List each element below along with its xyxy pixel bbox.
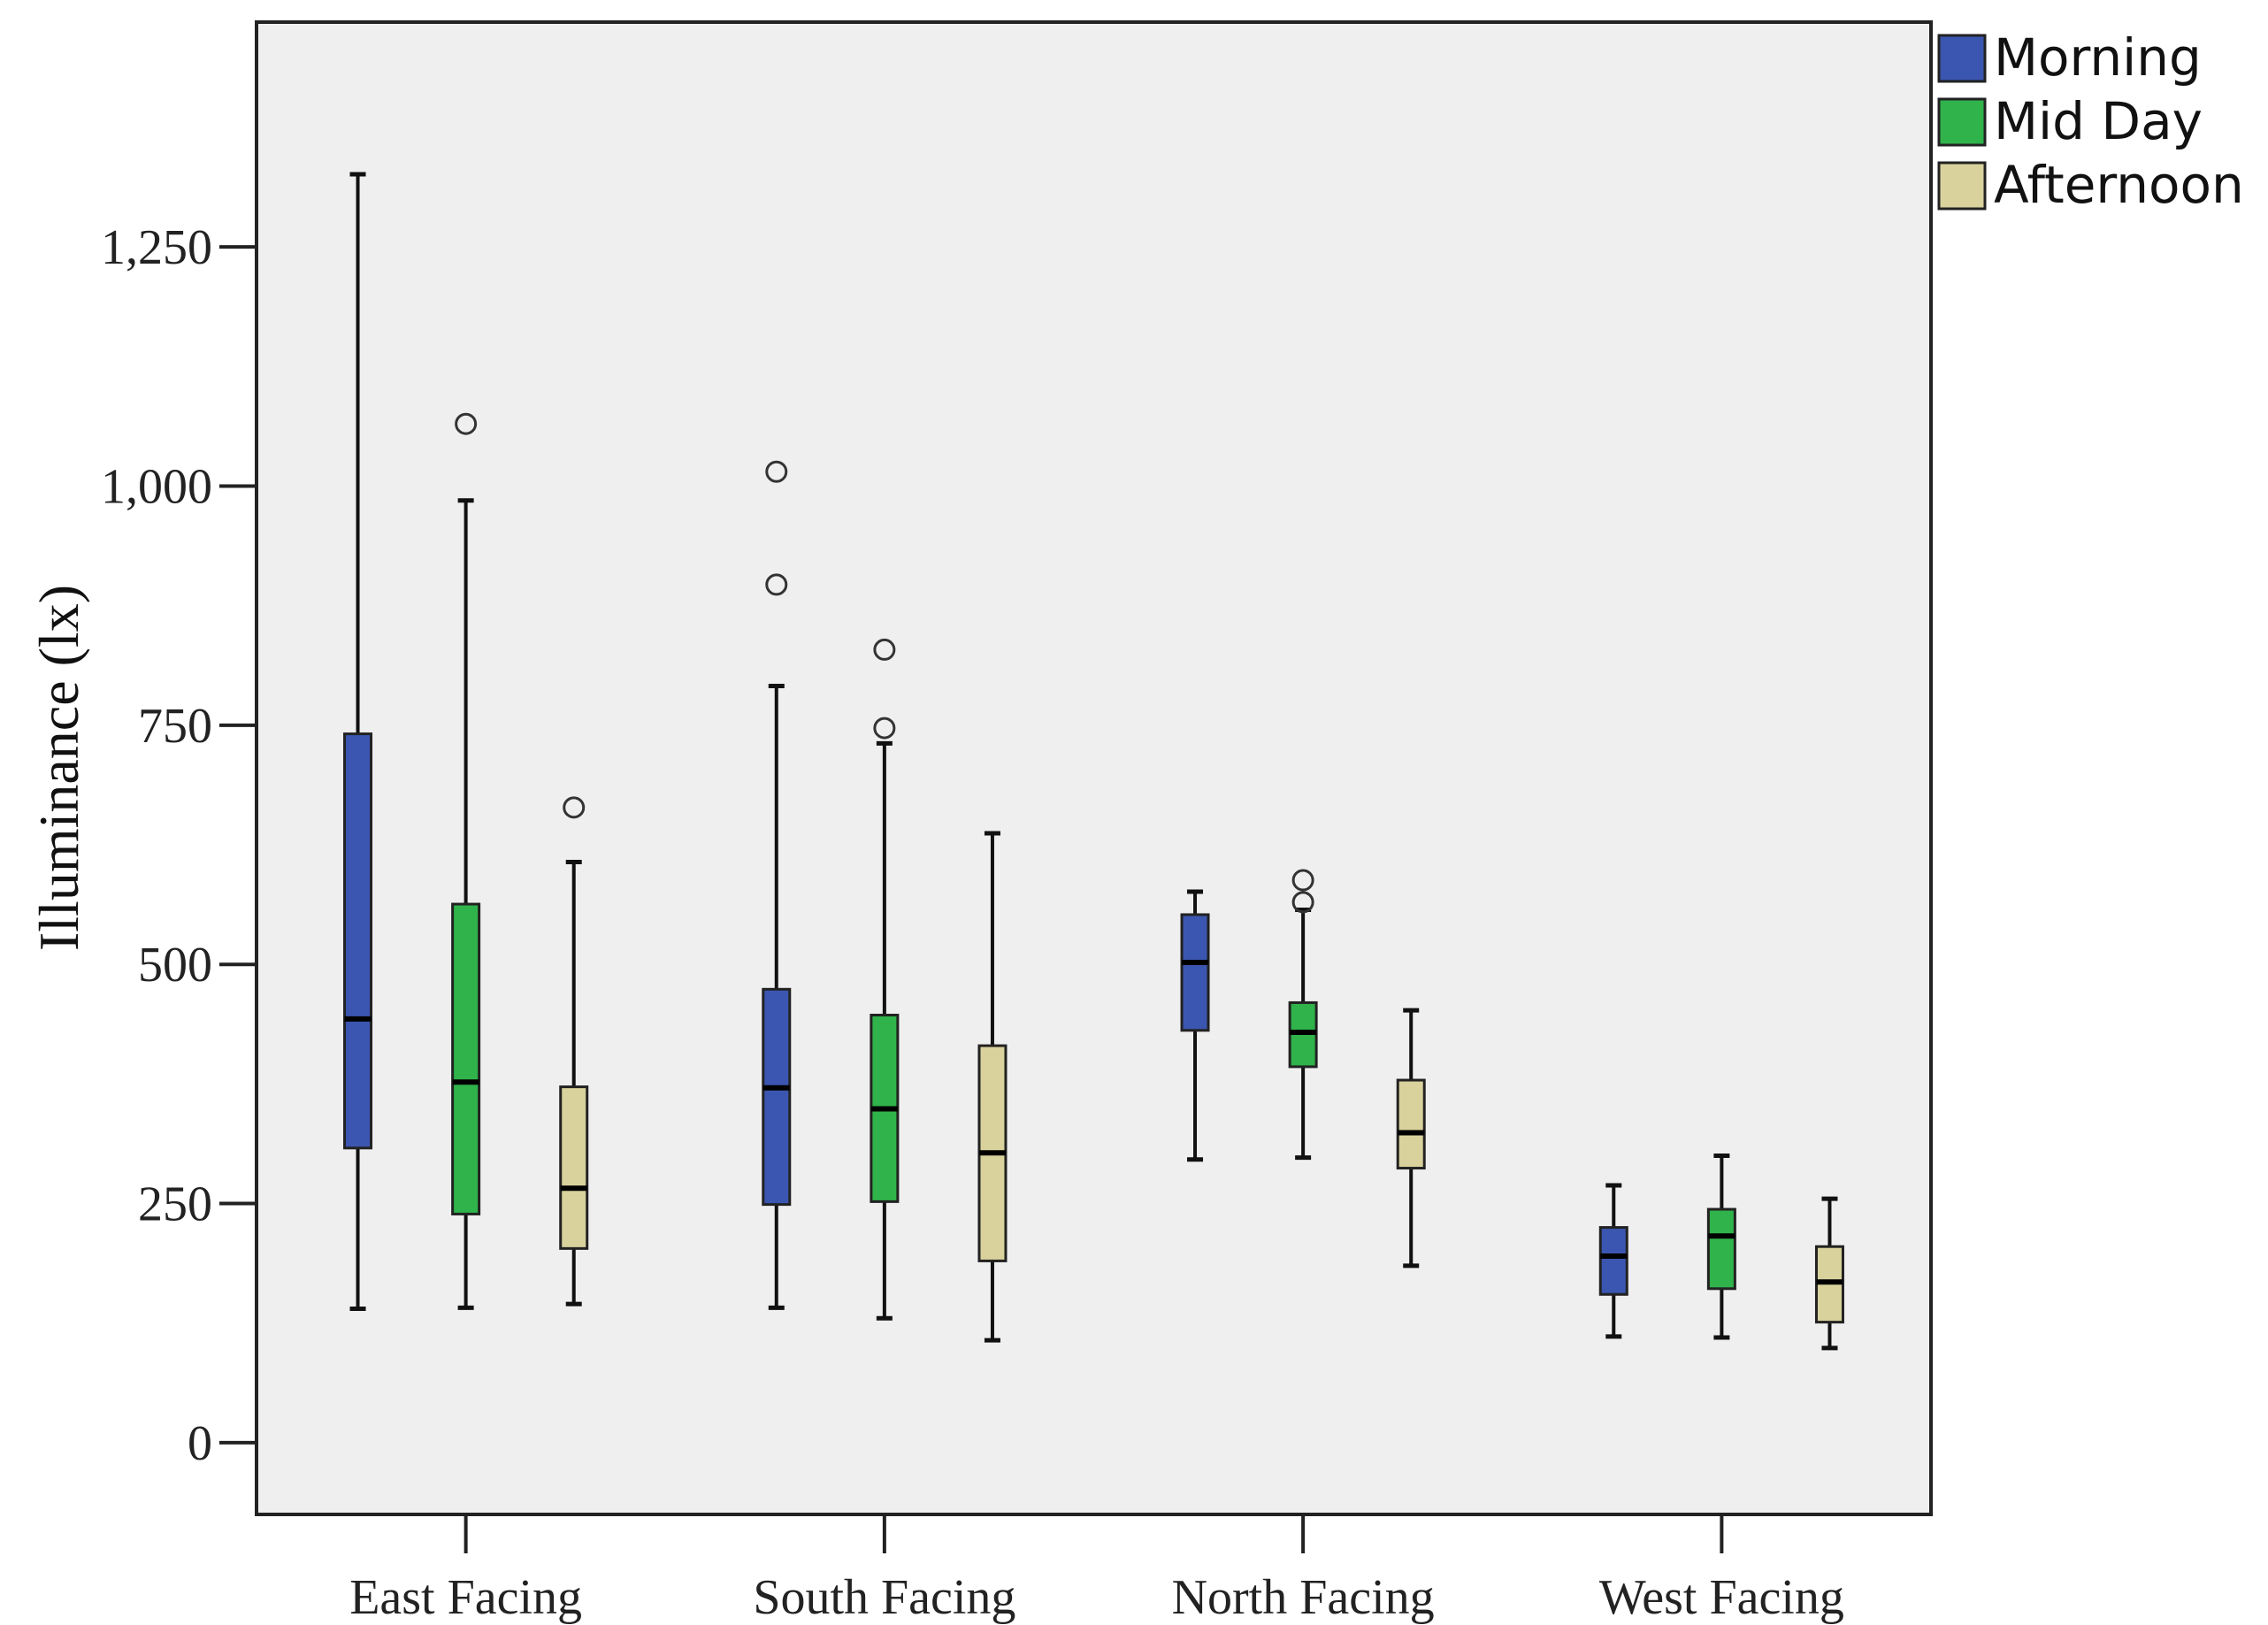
y-axis-title: Illuminance (lx) — [27, 585, 90, 951]
outlier-point — [1291, 869, 1314, 892]
iqr-box — [1706, 1207, 1736, 1291]
outlier-point — [765, 460, 788, 483]
outlier-point — [765, 573, 788, 596]
outlier-point — [873, 717, 896, 740]
iqr-box — [343, 732, 373, 1150]
box-group — [559, 796, 589, 1307]
iqr-box — [1598, 1226, 1628, 1296]
y-axis: 0 250 500 750 1,000 1,250 — [101, 220, 257, 1471]
plot-background — [255, 20, 1933, 1516]
y-tick-label: 750 — [138, 699, 212, 754]
x-tick-label: South Facing — [753, 1570, 1015, 1625]
box-group — [762, 460, 792, 1310]
x-tick-label: North Facing — [1172, 1570, 1435, 1625]
outlier-point — [873, 638, 896, 661]
iqr-box — [451, 902, 481, 1215]
legend-swatch — [1937, 97, 1987, 147]
legend-swatch — [1937, 161, 1987, 211]
box-group — [1396, 1008, 1426, 1269]
outlier-point — [563, 796, 586, 819]
series-morning — [343, 172, 1628, 1339]
outlier-point — [455, 412, 478, 435]
box-group — [1814, 1196, 1844, 1351]
outlier-point — [1291, 891, 1314, 914]
box-group — [1180, 889, 1210, 1162]
x-tick-label: East Facing — [349, 1570, 582, 1625]
x-axis: East Facing South Facing North Facing West … — [349, 1514, 1844, 1625]
legend-label: Mid Day — [1994, 91, 2203, 151]
series-mid-day — [451, 412, 1736, 1340]
y-tick-label: 1,250 — [101, 220, 212, 275]
box-group — [977, 831, 1008, 1343]
box-series-group — [343, 172, 1844, 1351]
x-tick-label: West Facing — [1599, 1570, 1844, 1625]
y-tick-label: 0 — [188, 1416, 212, 1471]
y-tick-label: 500 — [138, 938, 212, 993]
box-group — [1706, 1153, 1736, 1340]
box-group — [343, 172, 373, 1311]
box-group — [870, 638, 900, 1321]
y-tick-label: 250 — [138, 1177, 212, 1232]
series-afternoon — [559, 796, 1844, 1351]
box-group — [1288, 869, 1318, 1161]
iqr-box — [1180, 913, 1210, 1032]
legend-label: Morning — [1994, 27, 2202, 88]
legend-swatch — [1937, 34, 1987, 83]
box-group — [1598, 1183, 1628, 1339]
iqr-box — [1396, 1078, 1426, 1170]
y-tick-label: 1,000 — [101, 459, 212, 514]
box-group — [451, 412, 481, 1310]
iqr-box — [762, 987, 792, 1207]
iqr-box — [559, 1085, 589, 1250]
legend-label: Afternoon — [1994, 155, 2244, 215]
